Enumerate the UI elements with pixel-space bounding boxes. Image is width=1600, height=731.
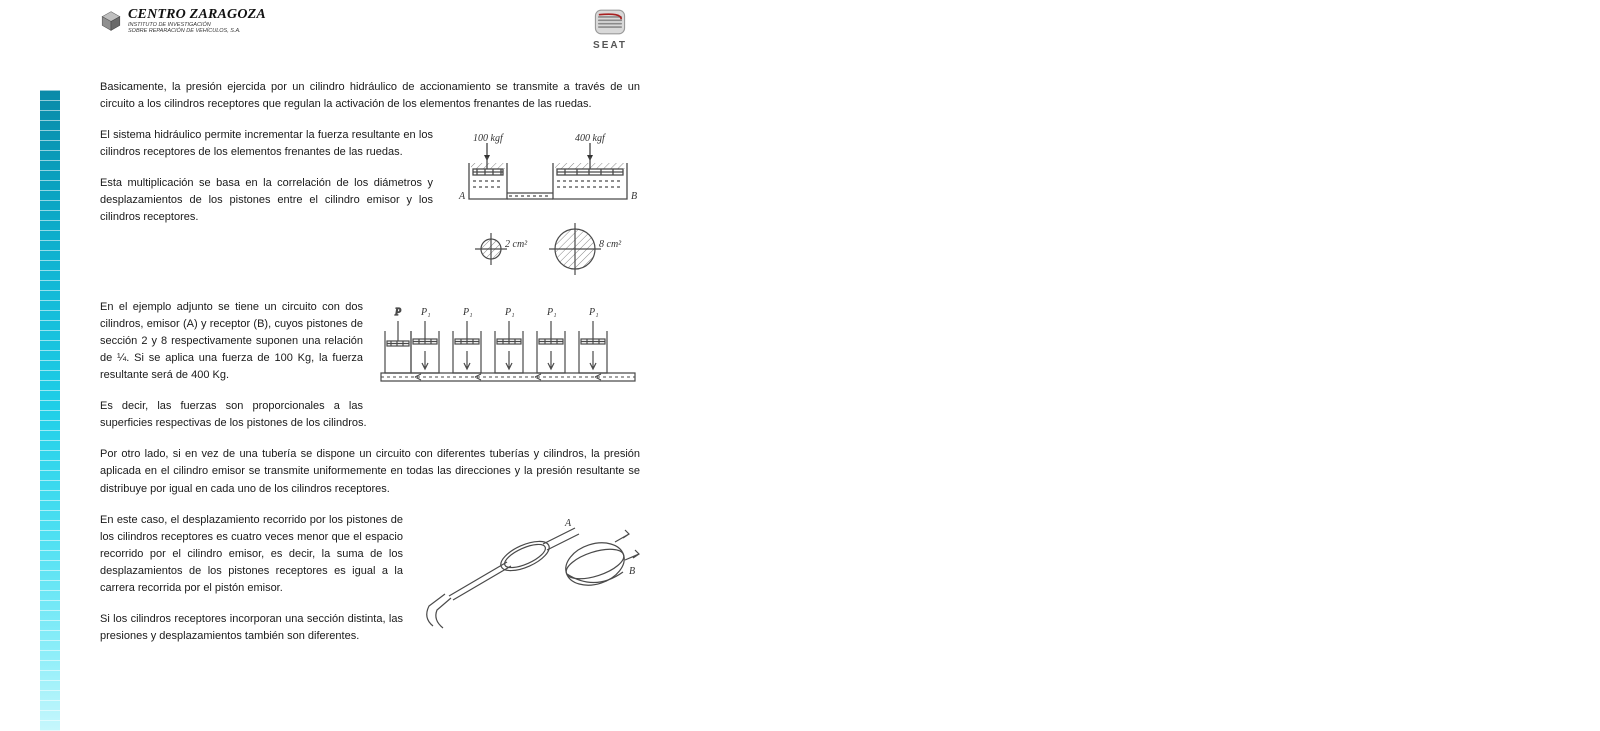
fig1-label-A: A	[458, 191, 466, 202]
fig1-label-areaA: 2 cm²	[505, 239, 528, 250]
brand-logo-block: SEAT	[580, 8, 640, 51]
fig2-label-Pi: P₁	[504, 307, 515, 318]
sidebar-gradient	[40, 90, 60, 731]
org-subtitle-2: SOBRE REPARACIÓN DE VEHÍCULOS, S.A.	[128, 28, 266, 34]
figure-multi-cylinder: P /* placeholder - cups drawn below by J…	[375, 301, 640, 396]
seat-icon	[593, 8, 627, 36]
fig3-label-A: A	[564, 518, 572, 529]
figure-hydraulic-pair: 100 kgf 400 kgf	[445, 129, 640, 289]
fig1-label-areaB: 8 cm²	[599, 239, 622, 250]
fig2-label-Pi: P₁	[420, 307, 431, 318]
fig1-label-forceA: 100 kgf	[473, 133, 504, 144]
fig2-label-Pi: P₁	[546, 307, 557, 318]
fig2-label-P: P	[394, 307, 401, 318]
document-page: CENTRO ZARAGOZA INSTITUTO DE INVESTIGACI…	[100, 8, 640, 659]
para-5: Es decir, las fuerzas son proporcionales…	[100, 398, 640, 432]
org-name: CENTRO ZARAGOZA	[128, 8, 266, 22]
para-6: Por otro lado, si en vez de una tubería …	[100, 446, 640, 497]
fig1-label-forceB: 400 kgf	[575, 133, 606, 144]
para-1: Basicamente, la presión ejercida por un …	[100, 79, 640, 113]
centro-zaragoza-icon	[100, 10, 122, 32]
fig1-label-B: B	[631, 191, 637, 202]
org-logo-block: CENTRO ZARAGOZA INSTITUTO DE INVESTIGACI…	[100, 8, 266, 34]
fig3-label-B: B	[629, 566, 635, 577]
fig2-label-Pi: P₁	[588, 307, 599, 318]
page-header: CENTRO ZARAGOZA INSTITUTO DE INVESTIGACI…	[100, 8, 640, 51]
fig2-label-Pi: P₁	[462, 307, 473, 318]
brand-name: SEAT	[580, 40, 640, 51]
figure-master-cylinder: A B	[415, 514, 640, 639]
